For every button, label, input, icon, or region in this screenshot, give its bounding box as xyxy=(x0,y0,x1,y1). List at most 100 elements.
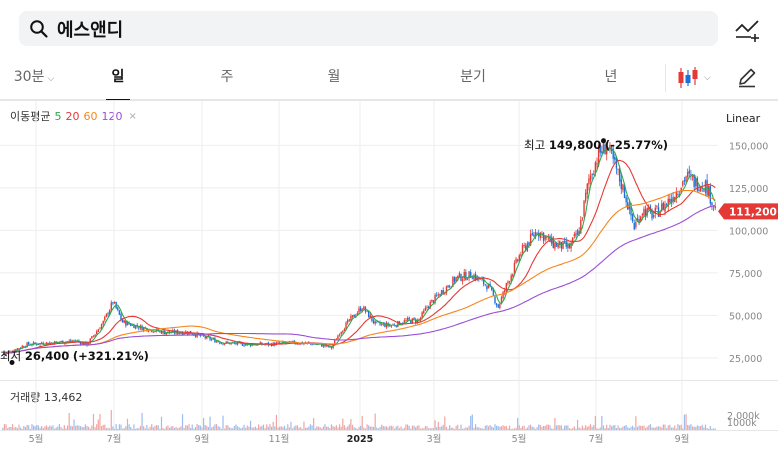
candle-body xyxy=(408,317,410,320)
search-bar[interactable]: 에스앤디 xyxy=(19,11,718,46)
volume-bar xyxy=(243,424,245,430)
volume-value: 13,462 xyxy=(43,391,83,404)
candle-body xyxy=(470,272,472,278)
candle-body xyxy=(567,243,569,248)
volume-bar xyxy=(394,428,396,430)
high-marker xyxy=(600,138,606,144)
volume-bar xyxy=(521,426,524,430)
volume-bar xyxy=(97,419,99,430)
volume-bar xyxy=(415,427,417,430)
volume-bar xyxy=(113,428,116,430)
candle-body xyxy=(343,329,346,331)
chart-type-selector[interactable]: ⌵ xyxy=(676,66,711,90)
candle-body xyxy=(107,313,109,315)
volume-bar xyxy=(238,427,240,430)
volume-bar xyxy=(423,428,425,430)
candle-body xyxy=(620,179,622,190)
tab-30min[interactable]: 30분 ⌵ xyxy=(12,56,56,100)
close-icon[interactable]: × xyxy=(128,110,137,122)
time-axis-label: 5월 xyxy=(512,433,527,445)
volume-bar xyxy=(614,425,616,430)
volume-bar xyxy=(340,426,342,430)
candle-body xyxy=(452,277,454,287)
tab-week[interactable]: 주 xyxy=(207,56,247,100)
volume-bar xyxy=(160,416,163,430)
volume-bar xyxy=(60,427,62,430)
volume-bar xyxy=(79,426,82,430)
volume-bar xyxy=(52,425,54,430)
volume-bar xyxy=(439,426,441,430)
candle-body xyxy=(395,326,397,327)
candle-body xyxy=(662,202,665,211)
volume-bar xyxy=(249,420,252,430)
volume-bar xyxy=(94,427,96,430)
candle-body xyxy=(440,290,443,295)
candle-body xyxy=(363,306,365,310)
volume-bar xyxy=(241,427,244,430)
candle-body xyxy=(615,157,618,169)
volume-bar xyxy=(651,427,653,430)
volume-bar xyxy=(293,426,295,430)
candle-body xyxy=(79,342,82,345)
candle-body xyxy=(686,172,689,177)
volume-bar xyxy=(186,425,188,430)
volume-bar xyxy=(703,427,705,430)
time-axis-label: 11월 xyxy=(269,433,290,445)
volume-bar xyxy=(709,425,711,430)
volume-bar xyxy=(609,424,611,430)
volume-bar xyxy=(471,414,473,430)
candle-body xyxy=(142,327,145,331)
volume-bar xyxy=(395,426,397,430)
ma-legend: 이동평균 5 20 60 120 × xyxy=(10,108,141,124)
volume-axis-label-2: 1000k xyxy=(727,418,757,429)
candle-body xyxy=(40,342,43,344)
volume-bar xyxy=(457,424,459,430)
candle-body xyxy=(638,219,640,224)
volume-bar xyxy=(397,425,399,430)
volume-bar xyxy=(248,426,250,430)
pencil-icon[interactable] xyxy=(736,66,758,88)
volume-bar xyxy=(486,425,488,430)
volume-bar xyxy=(622,426,624,430)
candle-body xyxy=(157,329,159,332)
volume-bar xyxy=(460,424,462,430)
candle-body xyxy=(504,290,506,293)
candle-body xyxy=(222,343,224,345)
volume-bar xyxy=(691,426,694,430)
volume-bar xyxy=(653,427,655,430)
search-query[interactable]: 에스앤디 xyxy=(57,19,124,41)
tab-month[interactable]: 월 xyxy=(314,56,354,100)
volume-bar xyxy=(70,425,72,430)
candle-body xyxy=(445,286,448,294)
volume-bar xyxy=(78,425,80,430)
candle-body xyxy=(427,306,430,308)
candle-body xyxy=(581,217,584,219)
volume-bar xyxy=(146,424,148,430)
volume-bar xyxy=(55,427,57,430)
volume-bar xyxy=(355,428,357,430)
volume-bar xyxy=(83,427,85,430)
scale-toggle[interactable]: Linear xyxy=(726,112,761,125)
volume-bars xyxy=(2,410,716,430)
chart-compare-icon[interactable] xyxy=(734,15,762,43)
candle-body xyxy=(125,320,127,326)
candle-body xyxy=(667,198,669,207)
volume-bar xyxy=(675,428,677,430)
candle-body xyxy=(225,341,227,343)
candle-body xyxy=(439,294,441,296)
tab-year[interactable]: 년 xyxy=(591,56,631,100)
volume-bar xyxy=(376,427,378,430)
candle-body xyxy=(586,183,588,194)
volume-bar xyxy=(133,424,135,430)
candle-body xyxy=(374,321,376,324)
volume-bar xyxy=(657,426,660,430)
price-axis-label: 125,000 xyxy=(729,184,768,195)
volume-bar xyxy=(227,425,229,430)
tab-quarter[interactable]: 분기 xyxy=(450,56,496,100)
volume-bar xyxy=(139,425,142,430)
candle-body xyxy=(599,145,601,153)
volume-bar xyxy=(711,428,713,430)
volume-bar xyxy=(436,427,438,430)
volume-bar xyxy=(659,426,661,430)
